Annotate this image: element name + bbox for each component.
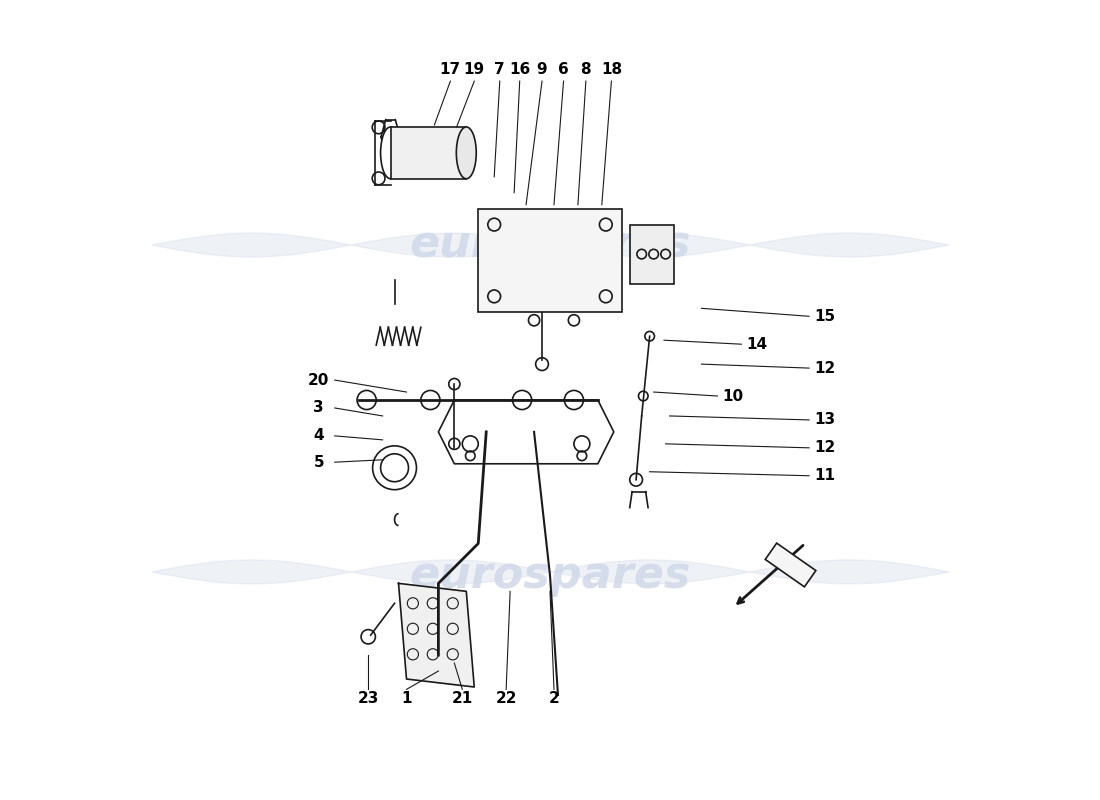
Text: 20: 20	[308, 373, 330, 387]
Text: 6: 6	[558, 62, 569, 77]
Text: 16: 16	[509, 62, 530, 77]
Text: 12: 12	[814, 361, 836, 376]
Bar	[478, 209, 622, 312]
Text: 4: 4	[314, 428, 324, 443]
Text: 13: 13	[814, 413, 836, 427]
Text: eurospares: eurospares	[409, 554, 691, 597]
Text: 14: 14	[747, 337, 768, 352]
Text: 5: 5	[314, 454, 324, 470]
Text: 17: 17	[440, 62, 461, 77]
Polygon shape	[398, 583, 474, 687]
Text: 7: 7	[495, 62, 505, 77]
Ellipse shape	[456, 127, 476, 178]
Text: 10: 10	[723, 389, 744, 403]
Text: 21: 21	[452, 691, 473, 706]
Ellipse shape	[381, 127, 400, 178]
Text: 11: 11	[814, 468, 836, 483]
Bar	[390, 127, 466, 179]
Text: 22: 22	[495, 691, 517, 706]
Text: 15: 15	[814, 309, 836, 324]
Text: 2: 2	[549, 691, 560, 706]
Text: 9: 9	[537, 62, 548, 77]
Text: 1: 1	[402, 691, 411, 706]
Text: 18: 18	[601, 62, 621, 77]
Text: 19: 19	[464, 62, 485, 77]
Text: eurospares: eurospares	[409, 223, 691, 266]
Text: 8: 8	[581, 62, 591, 77]
Text: 12: 12	[814, 440, 836, 455]
Text: 23: 23	[358, 691, 378, 706]
Text: 3: 3	[314, 401, 324, 415]
Bar	[766, 543, 816, 587]
Bar	[629, 225, 673, 285]
